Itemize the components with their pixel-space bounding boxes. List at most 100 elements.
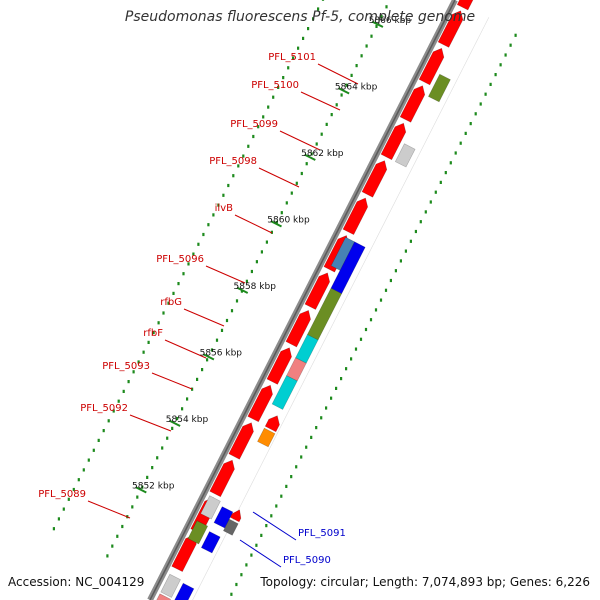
ring-dot [295, 465, 298, 469]
gene-pfl-5089-box-b [229, 509, 242, 523]
scale-label-5852: 5852 kbp [132, 481, 175, 491]
leader-line-pfl-5090 [239, 539, 282, 568]
gene-label-pfl-5091: PFL_5091 [298, 528, 346, 539]
scale-tick-5856 [202, 353, 215, 361]
genome-backbone-core [149, 0, 456, 600]
gene-pfl-5091-box-b [200, 495, 221, 520]
ring-dot [77, 478, 80, 482]
gene-label-pfl-5096: PFL_5096 [156, 254, 204, 265]
gene-label-pfl-5093: PFL_5093 [102, 361, 150, 372]
ring-dot [167, 301, 170, 305]
scale-tick-5866 [371, 20, 384, 28]
ring-dot [52, 527, 55, 531]
ring-dot [310, 435, 313, 439]
ring-dot [141, 485, 144, 489]
leader-line-pfl-5100 [300, 91, 341, 111]
ring-dot [469, 122, 472, 126]
ring-dot [192, 252, 195, 256]
gene-pfl-5091-box [213, 506, 234, 529]
ring-dot [305, 445, 308, 449]
ring-dot [404, 249, 407, 253]
forward-strand-gene [361, 160, 388, 198]
ring-dot [176, 417, 179, 421]
ring-dot [260, 250, 263, 254]
ring-dot [330, 396, 333, 400]
ring-dot [330, 113, 333, 117]
ring-dot [290, 475, 293, 479]
forward-strand-gene [418, 47, 445, 86]
ring-dot [272, 95, 275, 99]
forward-strand-gene [380, 122, 407, 161]
scale-tick-5860 [270, 220, 282, 228]
ring-dot [315, 142, 318, 146]
ring-dot [255, 260, 258, 264]
ring-dot [151, 466, 154, 470]
scale-label-5860: 5860 kbp [267, 215, 310, 225]
ring-dot [370, 34, 373, 38]
ring-dot [307, 27, 310, 31]
ring-dot [360, 54, 363, 58]
ring-dot [384, 288, 388, 292]
forward-strand-gene [228, 422, 254, 460]
ring-dot [92, 448, 95, 452]
gene-label-rfbf: rfbF [143, 328, 163, 339]
ring-dot [116, 534, 119, 538]
ring-dot [504, 53, 507, 57]
gene-label-pfl-5092: PFL_5092 [80, 403, 128, 414]
map-title: Pseudomonas fluorescens Pf-5, complete g… [124, 9, 476, 25]
ring-dot [235, 582, 238, 587]
gene-bottom-pink-box [156, 593, 172, 600]
ring-dot [240, 573, 243, 577]
scale-tick-5864 [337, 87, 350, 95]
ring-dot [295, 181, 298, 185]
ring-dot [201, 368, 204, 372]
leader-line-rfbf [164, 339, 207, 359]
gene-label-ilvb: ilvB [215, 203, 233, 214]
ring-dot [369, 318, 373, 322]
ring-dot [107, 419, 110, 423]
ring-dot [325, 406, 328, 410]
gene-label-pfl-5099: PFL_5099 [230, 119, 278, 130]
dotted-ring-layer [52, 0, 517, 596]
ring-dot [280, 494, 283, 498]
ring-dot [227, 183, 230, 188]
forward-strand-gene [437, 10, 464, 48]
gene-label-pfl-5098: PFL_5098 [209, 156, 257, 167]
feature-layer [156, 0, 474, 600]
ring-dot [315, 426, 318, 430]
ring-dot [380, 15, 383, 19]
ring-dot [317, 7, 320, 11]
ring-dot [220, 328, 224, 332]
ring-dot [262, 115, 265, 119]
gene-bottom-blue-box [174, 582, 195, 600]
ring-dot [152, 331, 155, 335]
ring-dot [474, 112, 477, 116]
ring-dot [345, 367, 348, 371]
ring-dot [187, 262, 190, 266]
gene-label-pfl-5100: PFL_5100 [251, 80, 299, 91]
scale-tick-layer: 5852 kbp 5854 kbp 5856 kbp 5858 kbp 5860 kbp… [132, 16, 411, 494]
accession-text: Accession: NC_004129 [8, 575, 145, 589]
gene-pfl-5090-box-b [187, 520, 209, 545]
ring-dot [127, 380, 130, 384]
leader-line-layer [87, 63, 359, 568]
ring-dot [394, 269, 397, 273]
ring-dot [117, 399, 120, 403]
ring-dot [121, 524, 124, 529]
forward-strand-gene [456, 0, 474, 11]
ring-dot [302, 36, 305, 40]
ring-dot [270, 230, 273, 234]
forward-strand-gene [342, 197, 369, 236]
forward-strand-gene [304, 272, 331, 310]
ring-dot [325, 122, 328, 126]
scale-tick-5852 [135, 486, 147, 494]
gene-label-pfl-5089: PFL_5089 [38, 489, 86, 500]
ring-dot [389, 278, 392, 283]
ring-dot [354, 347, 358, 351]
ring-dot [464, 131, 467, 135]
gene-pfl-5092-box [257, 427, 276, 448]
ring-dot [499, 63, 502, 67]
ring-dot [162, 311, 165, 315]
ring-dot [111, 544, 114, 548]
ring-dot [282, 76, 285, 80]
